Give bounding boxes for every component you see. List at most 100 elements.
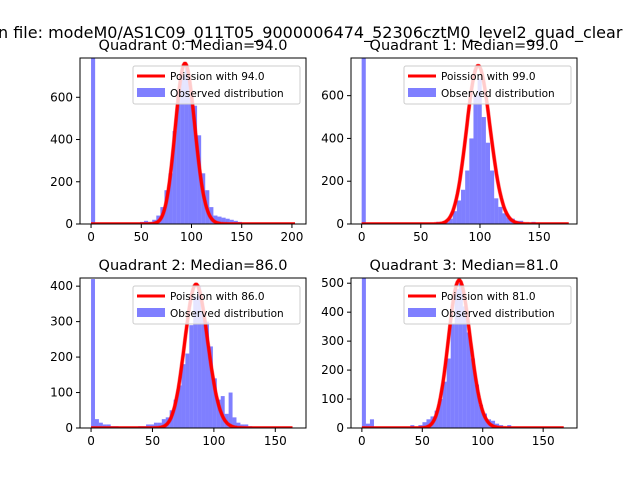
- histogram-bar: [461, 189, 466, 224]
- histogram-bar: [98, 422, 103, 428]
- y-tick-label: 200: [50, 175, 73, 189]
- subplot-2: 0 50 100 150 0 100 200 300 400 Quadrant 2: Median…: [50, 258, 307, 448]
- histogram-bar: [185, 353, 190, 428]
- histogram-bar: [465, 170, 470, 224]
- x-tick-label: 150: [264, 434, 287, 448]
- y-tick-label: 400: [50, 133, 73, 147]
- subplot-0: 0 50 100 150 200 0 200 400 600 Quadrant 0: Median…: [50, 38, 307, 244]
- x-tick-label: 100: [180, 230, 203, 244]
- histogram-bar: [470, 358, 475, 428]
- y-tick-label: 0: [65, 421, 73, 435]
- x-tick-label: 50: [134, 230, 149, 244]
- legend-box: [403, 285, 572, 325]
- histogram-bar: [446, 358, 451, 428]
- legend-poisson-label: Poission with 86.0: [170, 291, 265, 303]
- histogram-bar: [369, 419, 374, 428]
- histogram-bar: [212, 378, 217, 428]
- histogram-bar: [157, 422, 162, 428]
- histogram-bar: [228, 392, 233, 428]
- histogram-bar: [454, 289, 459, 428]
- legend-observed-label: Observed distribution: [441, 88, 555, 100]
- plot-area: [90, 58, 296, 224]
- histogram-bar: [462, 306, 467, 428]
- histogram-bar: [189, 325, 194, 428]
- legend-observed-label: Observed distribution: [170, 88, 284, 100]
- histogram-bar: [201, 310, 206, 428]
- y-tick-label: 0: [65, 217, 73, 231]
- x-tick-label: 150: [230, 230, 253, 244]
- x-tick-label: 50: [145, 434, 160, 448]
- legend-observed-label: Observed distribution: [170, 308, 284, 320]
- histogram-bar: [477, 78, 482, 224]
- x-tick-label: 150: [528, 230, 551, 244]
- histogram-bar: [426, 419, 431, 428]
- histogram-bar: [438, 399, 443, 428]
- histogram-bar: [458, 283, 463, 428]
- histogram-bar: [422, 422, 427, 428]
- histogram-bar: [490, 170, 495, 224]
- histogram-bar: [478, 404, 483, 428]
- histogram-bar: [474, 384, 479, 428]
- histogram-bar: [91, 58, 96, 224]
- x-tick-label: 100: [471, 434, 494, 448]
- histogram-bar: [177, 385, 182, 428]
- histogram-bar: [466, 332, 471, 428]
- histogram-bar: [208, 346, 213, 428]
- x-tick-label: 0: [87, 434, 95, 448]
- x-tick-label: 0: [358, 434, 366, 448]
- histogram-bar: [442, 381, 447, 428]
- histogram-bar: [236, 422, 241, 428]
- axes-frame: [79, 57, 307, 225]
- x-tick-label: 100: [202, 434, 225, 448]
- histogram-bar: [172, 131, 177, 224]
- histogram-bar: [361, 58, 366, 224]
- histogram-bar: [181, 364, 186, 428]
- histogram-bar: [161, 419, 166, 428]
- y-tick-label: 200: [321, 174, 344, 188]
- poisson-curve: [90, 62, 296, 224]
- legend-observed-label: Observed distribution: [441, 308, 555, 320]
- histogram-bar: [502, 213, 507, 224]
- histogram-bar: [469, 138, 474, 224]
- subplot-title: Quadrant 3: Median=81.0: [370, 258, 559, 274]
- legend-poisson-label: Poission with 94.0: [170, 71, 265, 83]
- legend-poisson-label: Poission with 81.0: [441, 291, 536, 303]
- legend-observed-swatch: [408, 88, 436, 97]
- histogram-bar: [448, 218, 453, 224]
- x-tick-label: 50: [415, 434, 430, 448]
- legend-box: [132, 285, 301, 325]
- histogram-bar: [494, 198, 499, 224]
- y-tick-label: 300: [50, 315, 73, 329]
- histogram-bar: [232, 417, 237, 428]
- histogram-bar: [365, 423, 370, 428]
- histogram-bar: [361, 278, 366, 428]
- histogram-bar: [91, 279, 95, 428]
- y-tick-label: 200: [50, 350, 73, 364]
- x-tick-label: 50: [413, 230, 428, 244]
- histogram-bar: [188, 97, 193, 224]
- y-tick-label: 400: [321, 305, 344, 319]
- poisson-curve: [361, 64, 569, 224]
- axes-frame: [350, 57, 578, 225]
- histogram-bar: [184, 67, 189, 224]
- histogram-bar: [193, 296, 198, 428]
- histogram-bar: [216, 399, 221, 428]
- y-tick-label: 500: [321, 276, 344, 290]
- figure-suptitle: n file: modeM0/AS1C09_011T05_9000006474_…: [0, 23, 623, 43]
- histogram-bar: [197, 286, 202, 428]
- legend-observed-swatch: [137, 88, 165, 97]
- histogram-bar: [473, 95, 478, 224]
- histogram-bar: [506, 217, 511, 224]
- subplot-3: 0 50 100 150 0 100 200 300 400 500 Quadrant 3: Med…: [321, 258, 578, 448]
- x-tick-label: 0: [87, 230, 95, 244]
- histogram-bar: [176, 97, 181, 224]
- subplot-title: Quadrant 0: Median=94.0: [99, 38, 288, 54]
- histogram-bar: [481, 117, 486, 224]
- axes-frame: [350, 277, 578, 429]
- y-tick-label: 300: [321, 334, 344, 348]
- histogram-bar: [485, 142, 491, 224]
- histogram-bar: [225, 218, 230, 224]
- histogram-bar: [94, 419, 99, 428]
- y-tick-label: 100: [321, 392, 344, 406]
